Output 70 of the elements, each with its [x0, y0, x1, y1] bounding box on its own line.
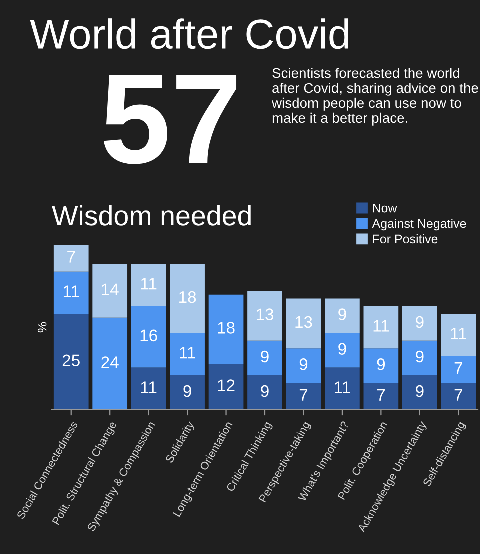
data-label: 11 [335, 382, 350, 394]
bar [286, 298, 322, 349]
data-label: 7 [300, 389, 308, 401]
bar [364, 348, 399, 384]
bar [170, 264, 205, 334]
data-label: 13 [296, 316, 312, 328]
bar [54, 245, 89, 272]
data-label: 9 [261, 385, 269, 398]
bar [325, 333, 360, 368]
bar [92, 318, 128, 410]
data-label: 11 [374, 320, 390, 332]
bar [131, 306, 166, 368]
bar [325, 368, 360, 410]
data-label: 25 [62, 354, 80, 367]
bar [131, 368, 166, 410]
legend-label: Against Negative [372, 218, 466, 231]
bar [402, 306, 438, 341]
legend-label: Now [373, 204, 398, 213]
bar [286, 383, 322, 410]
data-label: 9 [338, 343, 346, 355]
data-label: 9 [338, 308, 346, 320]
data-label: 24 [102, 356, 119, 368]
y-axis-title: % [38, 322, 47, 333]
chart-subtitle: Wisdom needed [52, 205, 251, 226]
bar [402, 375, 438, 410]
bar [54, 272, 89, 314]
bar [441, 383, 476, 410]
bar [248, 340, 282, 376]
data-label: 9 [300, 358, 308, 370]
data-label: 18 [218, 322, 235, 334]
bar [441, 356, 476, 384]
bar [208, 364, 244, 410]
bar [170, 375, 205, 410]
data-label: 16 [140, 330, 158, 342]
bar [364, 306, 399, 349]
data-label: 7 [377, 389, 385, 401]
data-label: 11 [141, 382, 157, 394]
bar [286, 348, 322, 384]
text: 57 [104, 75, 237, 164]
data-label: 11 [64, 286, 80, 298]
data-label: 7 [454, 362, 462, 374]
bar [364, 383, 399, 410]
data-label: 9 [416, 385, 424, 398]
data-label: 9 [377, 358, 386, 370]
data-label: 7 [68, 251, 76, 263]
bar [54, 314, 89, 410]
bar [208, 294, 244, 364]
bar [131, 264, 166, 306]
data-label: 14 [102, 284, 119, 296]
data-label: 18 [180, 291, 196, 304]
bar [402, 340, 438, 376]
data-label: 13 [257, 308, 274, 320]
bar [170, 333, 205, 376]
bar [248, 291, 282, 341]
bar [248, 375, 282, 410]
bar [92, 264, 128, 318]
data-label: 11 [180, 347, 196, 359]
data-label: 7 [454, 389, 462, 401]
chart-title: World after Covid [30, 18, 348, 50]
bar [325, 298, 360, 334]
data-label: 9 [261, 350, 269, 363]
text: Scientists forecasted the world after Covid, sharing advice on the wisdom people can use now to make it a better place. [272, 68, 478, 126]
data-label: 9 [416, 350, 424, 363]
bar [441, 314, 476, 356]
data-label: 11 [141, 278, 157, 290]
data-label: 11 [451, 328, 466, 340]
data-label: 9 [416, 316, 424, 328]
data-label: 12 [218, 380, 235, 392]
data-label: 9 [184, 385, 192, 398]
legend-label: For Positive [373, 234, 438, 244]
